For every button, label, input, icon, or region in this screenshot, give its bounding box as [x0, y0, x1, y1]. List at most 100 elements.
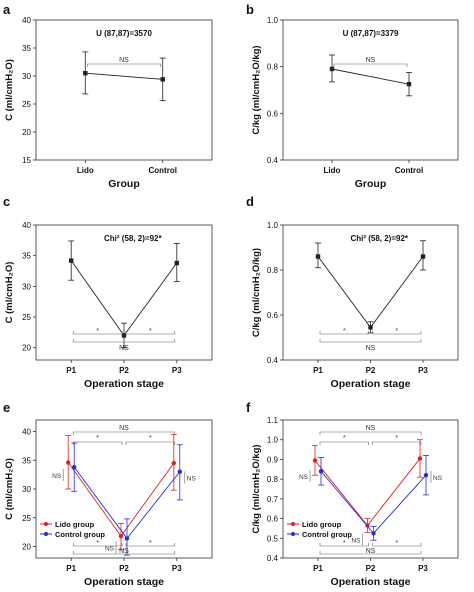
plot-frame — [35, 19, 213, 161]
panel-letter: c — [3, 194, 10, 209]
y-axis-title: C/kg (ml/cmH₂O/kg) — [251, 45, 262, 134]
significance-label: NS — [366, 425, 376, 432]
panel-d: d 0.4 0.6 0.8 1.0 P1 P2 P3 Operation stage C/kg (… — [246, 194, 459, 390]
significance-label: NS — [119, 425, 129, 432]
x-tick-label: P1 — [66, 564, 76, 573]
x-axis-title: Operation stage — [331, 576, 411, 588]
y-tick-label: 40 — [22, 221, 31, 230]
data-point — [329, 66, 335, 72]
y-tick-label: 25 — [22, 100, 31, 109]
significance-bracket — [319, 339, 422, 343]
data-point — [420, 254, 426, 259]
panel-letter: b — [246, 2, 254, 17]
panel-f: f 0.4 0.5 0.6 0.7 0.8 0.9 1.0 1.1 P1 P2 P3 Operation… — [246, 400, 459, 588]
panel-letter: e — [3, 400, 10, 415]
significance-label: NS — [366, 548, 376, 555]
significance-label: * — [96, 540, 99, 547]
significance-bracket — [319, 543, 369, 547]
panel-e: e 20 25 30 35 40 P1 P2 P3 Operation stage C (ml/cm… — [3, 400, 213, 588]
x-tick-label: P2 — [366, 564, 376, 573]
y-tick-label: 0.4 — [267, 356, 279, 365]
panel-letter: f — [246, 400, 251, 415]
y-tick-label: 0.4 — [267, 554, 279, 563]
significance-label: * — [149, 540, 152, 547]
legend-label: Control group — [55, 530, 105, 539]
significance-bracket — [372, 543, 422, 547]
significance-label: * — [395, 328, 398, 335]
y-tick-label: 20 — [22, 344, 31, 353]
y-tick-label: 25 — [22, 313, 31, 322]
significance-bracket — [86, 63, 162, 67]
legend-swatch-marker — [291, 532, 295, 536]
x-axis-title: Operation stage — [84, 576, 164, 588]
plot-frame — [282, 19, 459, 161]
significance-bracket — [372, 441, 422, 445]
x-tick-label: P1 — [313, 366, 323, 375]
y-axis-title: C (ml/cmH₂O) — [4, 59, 15, 121]
pair-ns-label: NS — [105, 545, 115, 552]
y-tick-label: 15 — [22, 156, 31, 165]
data-point — [417, 456, 423, 461]
data-point — [160, 77, 165, 82]
legend-label: Lido group — [55, 520, 95, 529]
significance-label: NS — [119, 57, 129, 64]
legend-swatch-marker — [291, 522, 295, 526]
series-line — [317, 256, 424, 329]
plot-frame — [282, 224, 459, 361]
y-tick-label: 0.4 — [267, 156, 279, 165]
significance-bracket — [72, 441, 123, 445]
significance-bracket — [125, 441, 176, 445]
panel-a: a 15 20 25 30 35 40 Lido Control Group C (ml/cmH₂O… — [3, 2, 213, 190]
x-tick-label: P2 — [119, 564, 129, 573]
panel-b: b 0.4 0.6 0.8 1.0 Lido Control Group C/kg (ml/cm… — [246, 2, 459, 190]
y-tick-label: 0.6 — [267, 311, 279, 320]
data-point — [312, 458, 318, 463]
significance-bracket — [372, 331, 422, 335]
legend-label: Control group — [302, 530, 352, 539]
significance-label: NS — [366, 345, 376, 352]
significance-label: * — [149, 435, 152, 442]
y-tick-label: 0.9 — [267, 455, 279, 464]
y-tick-label: 1.0 — [267, 221, 279, 230]
data-point — [315, 254, 321, 259]
legend-swatch-marker — [44, 522, 48, 526]
panel-letter: a — [3, 2, 11, 17]
significance-bracket — [125, 543, 176, 547]
y-tick-label: 20 — [22, 543, 31, 552]
x-axis-title: Group — [355, 178, 387, 190]
significance-bracket — [319, 551, 422, 555]
series-line — [331, 68, 410, 85]
y-tick-label: 0.8 — [267, 63, 279, 72]
significance-label: * — [343, 328, 346, 335]
x-tick-label: P1 — [66, 366, 76, 375]
data-point — [66, 460, 71, 465]
significance-label: NS — [119, 345, 129, 352]
significance-label: NS — [119, 548, 129, 555]
series-line — [85, 72, 163, 80]
x-tick-label: P2 — [366, 366, 376, 375]
stat-annotation: Chi² (58, 2)=92* — [350, 234, 408, 243]
significance-bracket — [333, 63, 408, 67]
pair-ns-label: NS — [52, 473, 62, 480]
x-tick-label: P3 — [418, 564, 428, 573]
stat-annotation: U (87,87)=3379 — [343, 29, 399, 38]
x-tick-label: Lido — [77, 166, 94, 175]
y-axis-title: C (ml/cmH₂O) — [4, 458, 15, 520]
significance-bracket — [72, 543, 123, 547]
y-tick-label: 1.1 — [267, 416, 279, 425]
y-tick-label: 40 — [22, 428, 31, 437]
y-tick-label: 35 — [22, 252, 31, 261]
significance-label: * — [343, 540, 346, 547]
pair-ns-label: NS — [351, 537, 361, 544]
panel-letter: d — [246, 194, 254, 209]
stat-annotation: Chi² (58, 2)=92* — [104, 234, 162, 243]
y-tick-label: 1.0 — [267, 436, 279, 445]
significance-bracket — [72, 339, 176, 343]
x-axis-title: Operation stage — [84, 378, 164, 390]
x-axis-title: Operation stage — [331, 378, 411, 390]
y-tick-label: 0.8 — [267, 475, 279, 484]
y-tick-label: 25 — [22, 514, 31, 523]
y-tick-label: 0.5 — [267, 534, 279, 543]
pair-ns-label: NS — [433, 475, 443, 482]
